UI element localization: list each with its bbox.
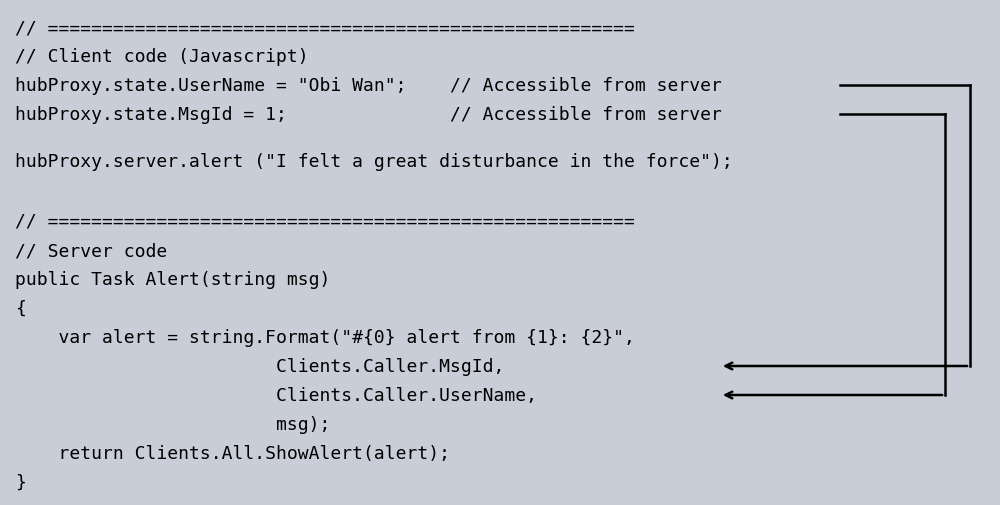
- Text: }: }: [15, 473, 26, 491]
- Text: return Clients.All.ShowAlert(alert);: return Clients.All.ShowAlert(alert);: [15, 444, 450, 462]
- Text: // Server code: // Server code: [15, 241, 167, 260]
- Text: msg);: msg);: [15, 415, 330, 433]
- Text: {: {: [15, 299, 26, 317]
- Text: // ======================================================: // =====================================…: [15, 213, 635, 231]
- Text: public Task Alert(string msg): public Task Alert(string msg): [15, 271, 330, 288]
- Text: hubProxy.state.MsgId = 1;               // Accessible from server: hubProxy.state.MsgId = 1; // Accessible …: [15, 106, 722, 124]
- Text: hubProxy.state.UserName = "Obi Wan";    // Accessible from server: hubProxy.state.UserName = "Obi Wan"; // …: [15, 77, 722, 95]
- Text: // ======================================================: // =====================================…: [15, 19, 635, 37]
- Text: // Client code (Javascript): // Client code (Javascript): [15, 48, 309, 66]
- Text: var alert = string.Format("#{0} alert from {1}: {2}",: var alert = string.Format("#{0} alert fr…: [15, 328, 635, 346]
- Text: hubProxy.server.alert ("I felt a great disturbance in the force");: hubProxy.server.alert ("I felt a great d…: [15, 153, 733, 171]
- Text: Clients.Caller.MsgId,: Clients.Caller.MsgId,: [15, 358, 504, 375]
- Text: Clients.Caller.UserName,: Clients.Caller.UserName,: [15, 386, 537, 404]
